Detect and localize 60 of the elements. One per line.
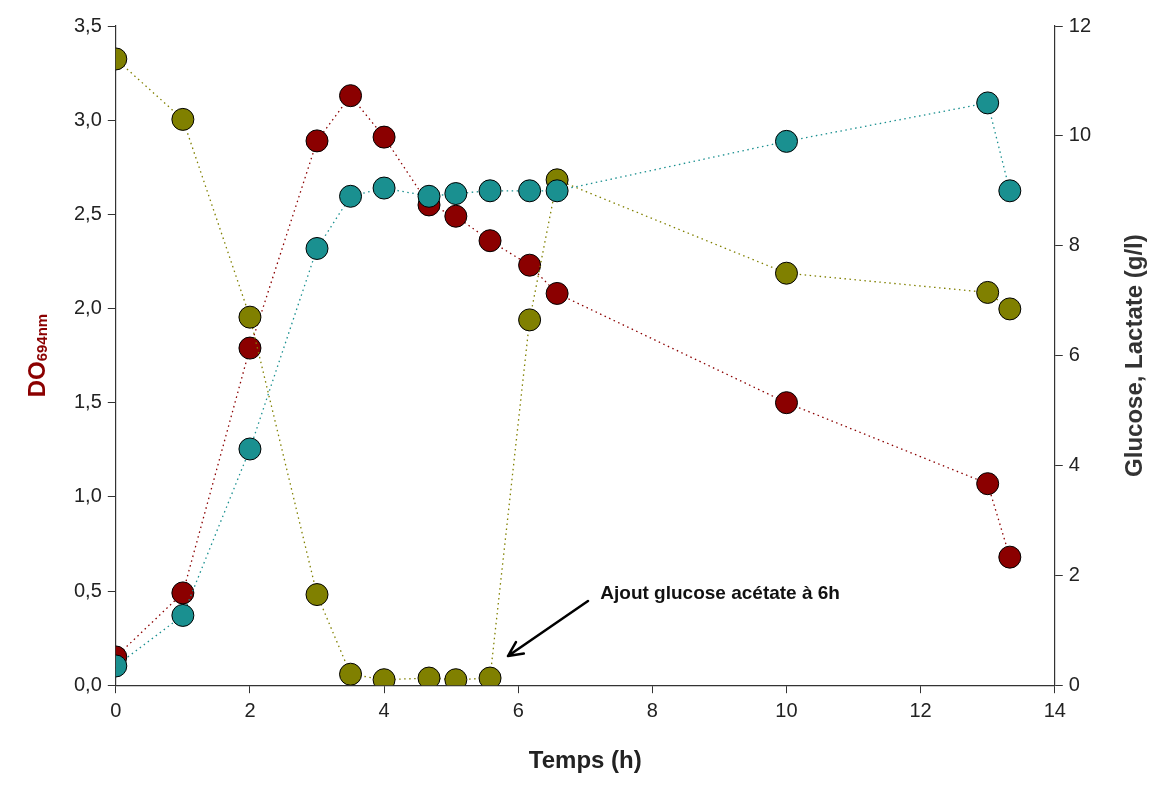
point — [976, 472, 1000, 496]
y-tick-label: 0,0 — [73, 672, 102, 695]
point — [372, 125, 396, 149]
y2-tick-label: 0 — [1068, 672, 1080, 695]
x-tick-label: 8 — [646, 698, 658, 721]
point — [305, 236, 329, 260]
y2-tick-label: 10 — [1068, 123, 1091, 146]
point — [998, 545, 1022, 569]
point — [305, 129, 329, 153]
x-tick-label: 10 — [775, 698, 798, 721]
y2-tick-label: 6 — [1068, 343, 1080, 366]
point — [444, 204, 468, 228]
y-tick-label: 2,5 — [73, 201, 102, 224]
point — [518, 179, 542, 203]
x-tick-label: 4 — [378, 698, 390, 721]
y-tick-label: 1,0 — [73, 484, 102, 507]
y-tick-label: 3,0 — [73, 107, 102, 130]
x-tick-label: 2 — [244, 698, 256, 721]
point — [339, 184, 363, 208]
point — [998, 297, 1022, 321]
point — [774, 391, 798, 415]
point — [545, 179, 569, 203]
point — [518, 253, 542, 277]
point — [478, 229, 502, 253]
y-tick-label: 2,0 — [73, 296, 102, 319]
y2-tick-label: 12 — [1068, 13, 1091, 36]
point — [518, 308, 542, 332]
point — [238, 336, 262, 360]
point — [339, 84, 363, 108]
y-tick-label: 1,5 — [73, 390, 102, 413]
point — [976, 280, 1000, 304]
point — [339, 662, 363, 686]
point — [171, 107, 195, 131]
y2-tick-label: 8 — [1068, 233, 1080, 256]
y-tick-label: 3,5 — [73, 13, 102, 36]
y-tick-label: 0,5 — [73, 578, 102, 601]
point — [478, 179, 502, 203]
point — [171, 603, 195, 627]
x-axis-title: Temps (h) — [528, 746, 642, 774]
point — [774, 129, 798, 153]
point — [774, 261, 798, 285]
point — [545, 281, 569, 305]
y2-axis-title: Glucose, Lactate (g/l) — [1119, 234, 1147, 477]
point — [976, 91, 1000, 115]
point — [444, 182, 468, 206]
y2-tick-label: 4 — [1068, 452, 1080, 475]
point — [238, 305, 262, 329]
point — [417, 184, 441, 208]
x-tick-label: 6 — [512, 698, 524, 721]
annotation: Ajout glucose acétate à 6h — [600, 581, 840, 603]
point — [171, 581, 195, 605]
point — [238, 437, 262, 461]
point — [372, 176, 396, 200]
point — [998, 179, 1022, 203]
x-tick-label: 14 — [1043, 698, 1066, 721]
y-axis-title: DO694nm — [22, 313, 51, 398]
point — [305, 583, 329, 607]
x-tick-label: 12 — [909, 698, 932, 721]
x-tick-label: 0 — [110, 698, 122, 721]
y2-tick-label: 2 — [1068, 562, 1080, 585]
